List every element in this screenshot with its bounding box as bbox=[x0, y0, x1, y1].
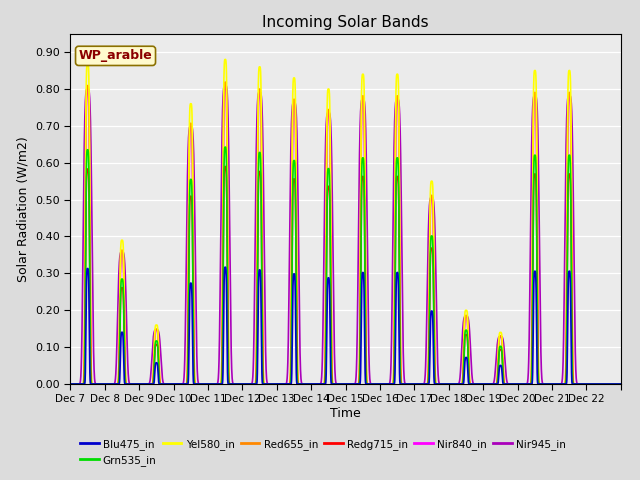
Blu475_in bbox=[396, 370, 403, 376]
Red655_in bbox=[497, 333, 504, 339]
Line: Red655_in: Red655_in bbox=[70, 82, 621, 384]
Redg715_in bbox=[67, 381, 74, 387]
Text: WP_arable: WP_arable bbox=[79, 49, 152, 62]
Yel580_in bbox=[617, 381, 625, 387]
Nir945_in bbox=[538, 376, 546, 382]
Nir840_in bbox=[617, 381, 625, 387]
X-axis label: Time: Time bbox=[330, 407, 361, 420]
Yel580_in bbox=[497, 329, 504, 335]
Line: Blu475_in: Blu475_in bbox=[70, 267, 621, 384]
Redg715_in bbox=[617, 381, 625, 387]
Line: Redg715_in: Redg715_in bbox=[70, 167, 621, 384]
Blu475_in bbox=[524, 381, 531, 387]
Nir840_in bbox=[396, 244, 403, 250]
Redg715_in bbox=[366, 381, 374, 387]
Nir840_in bbox=[538, 381, 546, 387]
Nir945_in bbox=[524, 379, 531, 384]
Y-axis label: Solar Radiation (W/m2): Solar Radiation (W/m2) bbox=[17, 136, 29, 282]
Yel580_in bbox=[221, 57, 229, 62]
Blu475_in bbox=[221, 264, 229, 270]
Redg715_in bbox=[396, 281, 403, 287]
Red655_in bbox=[366, 381, 374, 387]
Line: Yel580_in: Yel580_in bbox=[70, 60, 621, 384]
Grn535_in bbox=[180, 381, 188, 387]
Red655_in bbox=[221, 79, 229, 85]
Nir840_in bbox=[524, 381, 531, 387]
Red655_in bbox=[538, 381, 546, 387]
Nir840_in bbox=[366, 381, 374, 387]
Line: Nir945_in: Nir945_in bbox=[70, 85, 621, 384]
Redg715_in bbox=[524, 381, 531, 387]
Grn535_in bbox=[617, 381, 625, 387]
Nir840_in bbox=[221, 83, 229, 88]
Blu475_in bbox=[180, 381, 188, 387]
Nir945_in bbox=[582, 381, 590, 387]
Yel580_in bbox=[538, 381, 546, 387]
Redg715_in bbox=[221, 164, 229, 169]
Grn535_in bbox=[366, 381, 374, 387]
Nir945_in bbox=[221, 83, 229, 88]
Grn535_in bbox=[67, 381, 74, 387]
Yel580_in bbox=[180, 381, 188, 387]
Grn535_in bbox=[396, 301, 403, 307]
Line: Nir840_in: Nir840_in bbox=[70, 85, 621, 384]
Red655_in bbox=[180, 381, 188, 387]
Red655_in bbox=[67, 381, 74, 387]
Legend: Blu475_in, Grn535_in, Yel580_in, Red655_in, Redg715_in, Nir840_in, Nir945_in: Blu475_in, Grn535_in, Yel580_in, Red655_… bbox=[76, 435, 570, 470]
Nir840_in bbox=[180, 381, 188, 387]
Nir945_in bbox=[617, 381, 625, 387]
Grn535_in bbox=[538, 381, 546, 387]
Red655_in bbox=[524, 381, 531, 387]
Nir840_in bbox=[497, 334, 504, 339]
Redg715_in bbox=[538, 381, 546, 387]
Blu475_in bbox=[366, 381, 374, 387]
Blu475_in bbox=[497, 362, 504, 368]
Yel580_in bbox=[67, 381, 74, 387]
Redg715_in bbox=[180, 381, 188, 387]
Red655_in bbox=[617, 381, 625, 387]
Blu475_in bbox=[67, 381, 74, 387]
Nir945_in bbox=[497, 334, 504, 339]
Blu475_in bbox=[617, 381, 625, 387]
Nir945_in bbox=[396, 109, 403, 115]
Grn535_in bbox=[497, 343, 504, 349]
Nir840_in bbox=[67, 381, 74, 387]
Nir945_in bbox=[180, 365, 188, 371]
Blu475_in bbox=[538, 381, 546, 387]
Yel580_in bbox=[366, 381, 374, 387]
Yel580_in bbox=[396, 199, 403, 204]
Yel580_in bbox=[524, 381, 531, 387]
Line: Grn535_in: Grn535_in bbox=[70, 147, 621, 384]
Redg715_in bbox=[497, 347, 504, 352]
Nir945_in bbox=[366, 378, 374, 384]
Red655_in bbox=[396, 212, 403, 217]
Nir945_in bbox=[67, 381, 74, 387]
Grn535_in bbox=[524, 381, 531, 387]
Title: Incoming Solar Bands: Incoming Solar Bands bbox=[262, 15, 429, 30]
Grn535_in bbox=[221, 144, 229, 150]
